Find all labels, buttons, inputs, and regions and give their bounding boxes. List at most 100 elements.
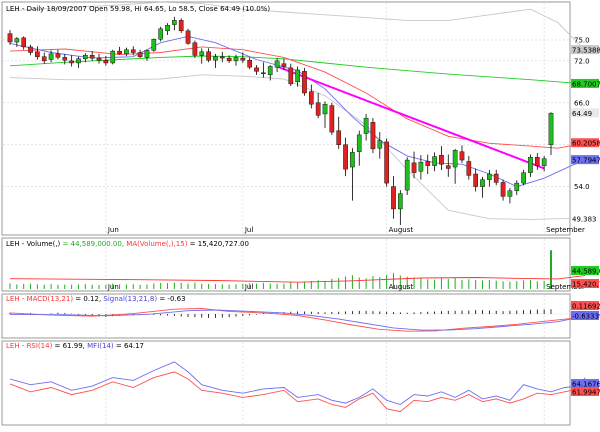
candle <box>302 67 307 96</box>
candle <box>117 46 122 55</box>
candle <box>192 40 198 59</box>
candle-body <box>137 52 143 57</box>
candle <box>329 102 335 135</box>
rsi-title-mfi-name: MFI(14) <box>85 342 114 350</box>
rsi-title-mfi-value: = 64.17 <box>114 342 144 350</box>
rsi-title: LEH - RSI(14) = 61.99, MFI(14) = 64.17 <box>6 342 144 350</box>
candle <box>541 155 547 172</box>
candle <box>247 57 253 70</box>
candle-body <box>398 193 403 210</box>
right-badge-label-4: 57.7947 <box>572 157 600 165</box>
candle-body <box>548 113 554 146</box>
volume-bars <box>9 250 552 289</box>
price-x-tick-label: Jul <box>244 226 254 234</box>
right-badge-bg-0 <box>571 379 599 388</box>
volume-ma-line <box>9 275 586 283</box>
candle-body <box>384 141 389 184</box>
candle <box>377 132 383 159</box>
candle <box>96 53 102 64</box>
price-y-tick-label: 72.0 <box>574 57 590 65</box>
volume-title-name: LEH - Volume(,) <box>6 240 61 248</box>
candle-body <box>35 51 40 57</box>
candle-body <box>130 49 136 53</box>
volume-title: LEH - Volume(,) = 44,589,000.00, MA(Volu… <box>6 240 249 248</box>
volume-x-axis: Jun Jul August September <box>107 283 585 291</box>
candle-body <box>199 51 205 56</box>
right-badge-label-0: 73.5388 <box>572 47 600 55</box>
candle <box>370 118 376 154</box>
candle-body <box>267 66 273 76</box>
macd-right-badges: 0.116929 -0.63339 <box>571 301 600 321</box>
candle <box>466 155 472 180</box>
candle-body <box>350 152 355 168</box>
candle-body <box>493 173 499 183</box>
candle <box>439 146 444 170</box>
macd-lines <box>9 308 586 332</box>
candle-body <box>14 38 20 43</box>
candle-body <box>534 157 540 166</box>
macd-title-signal-value: = -0.63 <box>157 295 185 303</box>
candle <box>89 51 95 61</box>
volume-right-badges: 44,589,000 15,420,727 <box>571 266 600 289</box>
candle <box>343 137 348 177</box>
candle-body <box>219 56 225 59</box>
candle <box>404 157 410 195</box>
candle <box>514 180 520 195</box>
right-badge-label-1: 68.7007 <box>572 80 600 88</box>
candle <box>103 55 109 66</box>
candle <box>226 55 232 63</box>
candle <box>144 49 150 61</box>
candle-body <box>62 57 68 61</box>
candle-body <box>144 50 150 58</box>
candle <box>151 38 157 52</box>
right-badge-bg-0 <box>571 45 599 55</box>
price-title-high: Hi 64.65 <box>135 5 164 13</box>
candle <box>76 56 81 68</box>
candle <box>548 112 554 156</box>
macd-histogram <box>9 309 552 318</box>
price-y-tick-label: 66.0 <box>574 99 590 107</box>
candle <box>500 179 506 201</box>
price-candles <box>7 16 554 226</box>
candle-body <box>528 157 533 173</box>
candle-body <box>521 172 526 184</box>
candle <box>493 169 499 186</box>
right-badge-bg-1 <box>571 387 599 396</box>
candle-body <box>295 69 300 83</box>
candle-body <box>370 122 376 150</box>
candle <box>233 54 239 66</box>
candle-body <box>247 59 253 68</box>
candle <box>363 113 369 141</box>
price-x-tick-label: Jun <box>107 226 119 234</box>
candle-body <box>69 60 74 64</box>
candle <box>432 152 437 172</box>
candle <box>356 130 362 166</box>
candle-body <box>117 50 122 55</box>
candle <box>274 58 280 73</box>
candle-body <box>21 37 27 48</box>
macd-series-line-0 <box>9 308 586 332</box>
candle <box>425 154 431 175</box>
candle <box>480 176 485 198</box>
candle-body <box>7 33 13 43</box>
candle <box>384 138 389 187</box>
candle-body <box>41 56 47 62</box>
volume-title-value: = 44,589,000.00, <box>60 240 124 248</box>
candle-body <box>391 186 396 210</box>
candle <box>391 176 396 219</box>
candle-body <box>377 140 383 149</box>
candle-body <box>308 91 314 105</box>
candle <box>452 148 458 184</box>
candle-body <box>89 55 95 59</box>
candle-body <box>432 156 437 166</box>
right-badge-bg-4 <box>571 155 599 165</box>
right-badge-label-5: 49.383 <box>572 215 597 223</box>
candle <box>261 62 266 78</box>
price-x-axis: Jun Jul August September <box>107 226 585 234</box>
candle <box>219 51 225 63</box>
candle-body <box>76 58 81 64</box>
candle <box>62 53 68 65</box>
candle <box>172 16 177 31</box>
